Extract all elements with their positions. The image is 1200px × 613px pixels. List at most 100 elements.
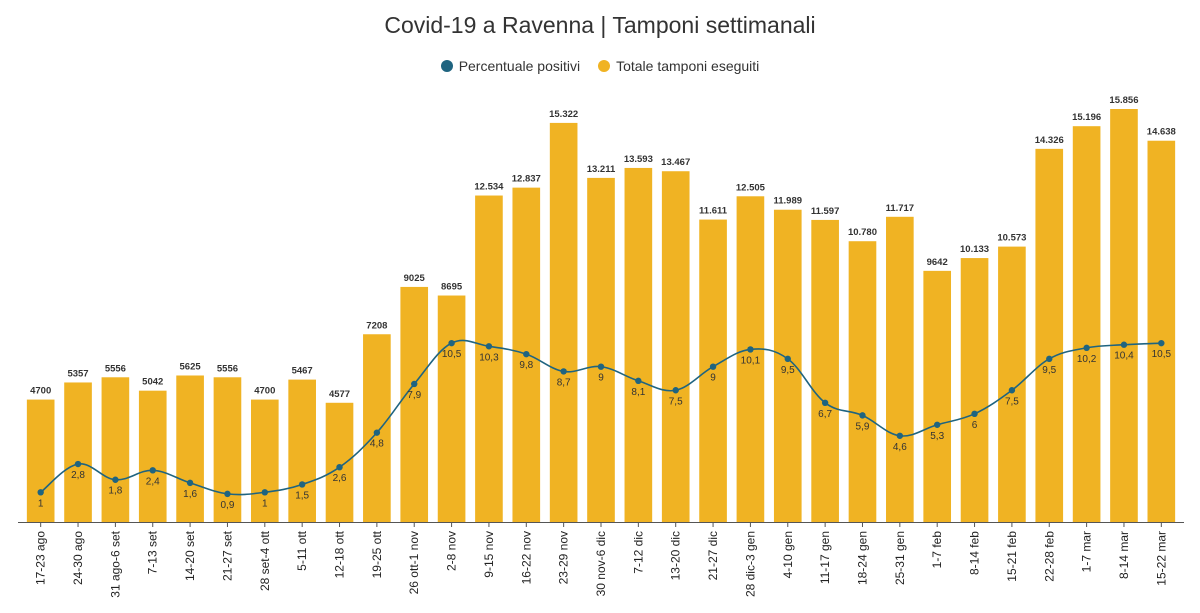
bar-value-label: 12.534	[474, 182, 504, 193]
positivi-value-label: 9	[598, 373, 604, 384]
x-tick-label: 8-14 feb	[968, 531, 982, 575]
bar	[811, 219, 839, 522]
positivi-value-label: 9,5	[781, 365, 795, 376]
positivi-point	[859, 412, 866, 419]
positivi-point	[597, 363, 605, 370]
positivi-point	[373, 429, 381, 436]
x-tick-label: 28 set-4 ott	[258, 530, 272, 591]
positivi-value-label: 9,5	[1042, 365, 1056, 376]
bar-value-label: 5042	[142, 377, 163, 388]
x-tick-label: 8-14 mar	[1117, 531, 1131, 579]
positivi-value-label: 6,7	[818, 409, 832, 420]
positivi-point	[747, 346, 754, 353]
bar-value-label: 10.133	[960, 244, 989, 255]
bar	[587, 177, 615, 522]
positivi-point	[1120, 341, 1128, 348]
positivi-value-label: 1	[262, 498, 268, 509]
bar-value-label: 15.196	[1072, 112, 1101, 123]
x-tick-label: 21-27 dic	[706, 531, 720, 580]
bar-value-label: 12.837	[512, 174, 541, 185]
bar	[213, 377, 242, 522]
x-tick-label: 24-30 ago	[71, 531, 85, 585]
bar-value-label: 15.322	[549, 109, 578, 120]
x-tick-label: 18-24 gen	[855, 531, 869, 585]
legend-item-percentuale[interactable]: Percentuale positivi	[440, 58, 580, 74]
bar	[923, 270, 952, 522]
positivi-value-label: 2,4	[146, 476, 160, 487]
positivi-point	[298, 481, 306, 488]
positivi-point	[1083, 344, 1090, 352]
positivi-value-label: 10,1	[741, 355, 761, 366]
bar-value-label: 15.856	[1109, 95, 1138, 106]
bar	[998, 246, 1026, 522]
positivi-value-label: 1	[38, 498, 44, 509]
positivi-value-label: 10,5	[1152, 349, 1172, 360]
bar-value-label: 5556	[217, 363, 238, 374]
positivi-point	[261, 489, 269, 496]
bar	[250, 399, 279, 522]
x-tick-label: 11-17 gen	[818, 531, 832, 584]
x-tick-label: 25-31 gen	[893, 531, 907, 585]
bar-value-label: 4700	[30, 386, 51, 397]
positivi-value-label: 4,6	[893, 442, 907, 453]
chart-title: Covid-19 a Ravenna | Tamponi settimanali	[384, 12, 816, 38]
legend: Percentuale positivi Totale tamponi eseg…	[0, 58, 1200, 74]
x-tick-label: 9-15 nov	[482, 531, 496, 578]
bar	[1110, 109, 1138, 522]
x-tick-label: 7-12 dic	[631, 531, 645, 574]
x-tick-label: 4-10 gen	[781, 531, 795, 578]
bar	[736, 196, 765, 522]
x-tick-label: 5-11 ott	[295, 530, 309, 570]
bar	[437, 295, 466, 522]
positivi-value-label: 2,6	[333, 473, 347, 484]
bar	[325, 402, 354, 522]
positivi-value-label: 7,5	[1005, 396, 1019, 407]
bar	[138, 390, 167, 522]
x-tick-label: 16-22 nov	[519, 531, 533, 584]
x-tick-label: 26 ott-1 nov	[407, 531, 421, 594]
bar	[1072, 126, 1101, 522]
positivi-value-label: 1,6	[183, 489, 197, 500]
positivi-point	[672, 387, 679, 394]
x-tick-label: 23-29 nov	[557, 531, 571, 584]
x-tick-label: 28 dic-3 gen	[743, 531, 757, 597]
positivi-point	[523, 350, 530, 358]
positivi-value-label: 2,8	[71, 470, 85, 481]
positivi-value-label: 4,8	[370, 439, 384, 450]
bar-value-label: 14.326	[1035, 135, 1064, 146]
positivi-point	[784, 355, 791, 363]
bar	[848, 241, 877, 522]
x-tick-label: 21-27 set	[220, 530, 234, 581]
positivi-point	[411, 380, 418, 388]
positivi-point	[149, 467, 156, 474]
x-tick-label: 2-8 nov	[445, 531, 459, 571]
bar-value-label: 11.611	[699, 206, 728, 217]
x-tick-label: 13-20 dic	[669, 531, 683, 580]
positivi-point	[933, 421, 941, 428]
legend-swatch-line	[440, 60, 453, 72]
positivi-point	[560, 368, 567, 375]
legend-swatch-bar	[598, 60, 611, 72]
bar	[773, 209, 802, 522]
bar-value-label: 5357	[67, 368, 88, 379]
positivi-point	[448, 339, 455, 347]
positivi-point	[74, 460, 82, 468]
positivi-value-label: 8,7	[557, 377, 571, 388]
bar	[1147, 140, 1176, 522]
positivi-point	[1008, 387, 1016, 394]
positivi-value-label: 10,5	[442, 349, 462, 360]
bar-value-label: 13.593	[624, 154, 653, 165]
bar-value-label: 4577	[329, 389, 350, 400]
positivi-value-label: 10,4	[1114, 351, 1134, 362]
bar-value-label: 11.597	[811, 206, 840, 217]
positivi-point	[1158, 339, 1165, 347]
bar-value-label: 7208	[366, 320, 387, 331]
positivi-value-label: 5,9	[856, 421, 870, 432]
bar-value-label: 10.780	[848, 227, 877, 238]
legend-item-tamponi[interactable]: Totale tamponi eseguiti	[598, 58, 759, 74]
x-tick-label: 19-25 ott	[370, 530, 384, 578]
bar	[363, 334, 391, 522]
bar-value-label: 9025	[404, 273, 426, 284]
positivi-point	[186, 479, 194, 487]
positivi-value-label: 0,9	[220, 500, 234, 511]
